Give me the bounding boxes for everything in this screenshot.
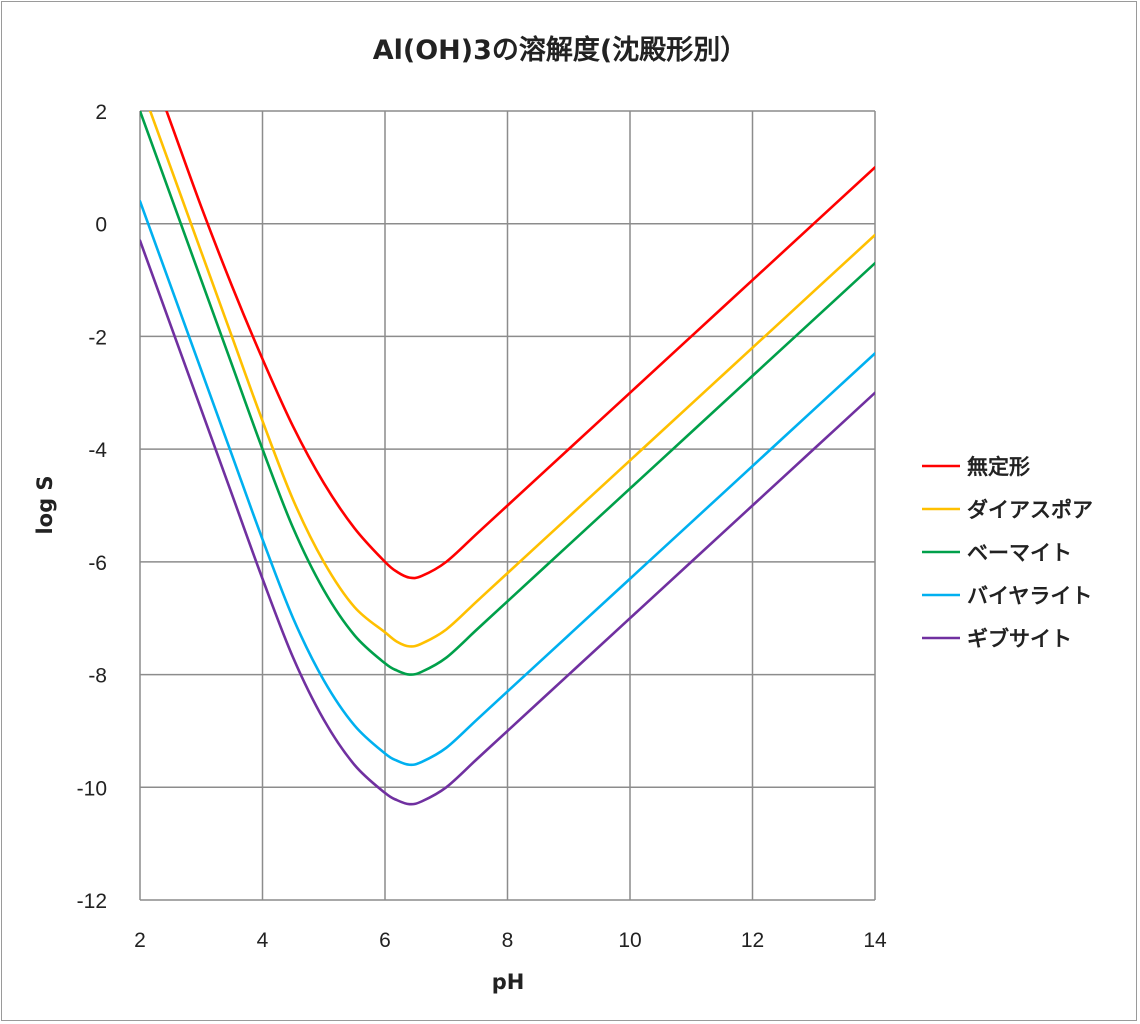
series-line-5 bbox=[140, 239, 875, 806]
x-tick-label: 4 bbox=[257, 929, 269, 952]
x-tick-label: 6 bbox=[379, 929, 391, 952]
grid bbox=[139, 110, 876, 901]
chart-title: Al(OH)3の溶解度(沈殿形別） bbox=[373, 34, 748, 66]
legend-label: 無定形 bbox=[967, 455, 1030, 479]
y-axis-title: log S bbox=[33, 475, 57, 534]
x-tick-label: 10 bbox=[618, 929, 641, 952]
y-tick-label: 2 bbox=[95, 101, 107, 124]
legend-label: ギブサイト bbox=[967, 627, 1072, 651]
x-tick-label: 2 bbox=[134, 929, 146, 952]
series-line-3 bbox=[140, 111, 875, 676]
series-lines bbox=[140, 111, 875, 806]
y-tick-labels: 2 0 -2 -4 -6 -8 -10 -12 bbox=[77, 101, 108, 913]
legend-label: ダイアスポア bbox=[967, 498, 1093, 522]
x-tick-label: 12 bbox=[741, 929, 764, 952]
x-tick-label: 14 bbox=[863, 929, 887, 952]
series-line-2 bbox=[148, 111, 875, 648]
y-tick-label: -8 bbox=[88, 665, 107, 688]
x-axis-title: pH bbox=[492, 970, 525, 994]
series-line-4 bbox=[140, 199, 875, 767]
x-tick-labels: 2 4 6 8 10 12 14 bbox=[134, 929, 887, 952]
y-tick-label: -10 bbox=[77, 777, 107, 800]
legend-label: ベーマイト bbox=[967, 541, 1072, 565]
y-tick-label: -12 bbox=[77, 890, 107, 913]
series-line-1 bbox=[165, 111, 875, 580]
y-tick-label: -6 bbox=[88, 552, 107, 575]
y-tick-label: -2 bbox=[88, 326, 107, 349]
x-tick-label: 8 bbox=[502, 929, 514, 952]
legend-label: バイヤライト bbox=[967, 584, 1092, 608]
y-tick-label: -4 bbox=[88, 439, 107, 462]
y-tick-label: 0 bbox=[95, 214, 107, 237]
